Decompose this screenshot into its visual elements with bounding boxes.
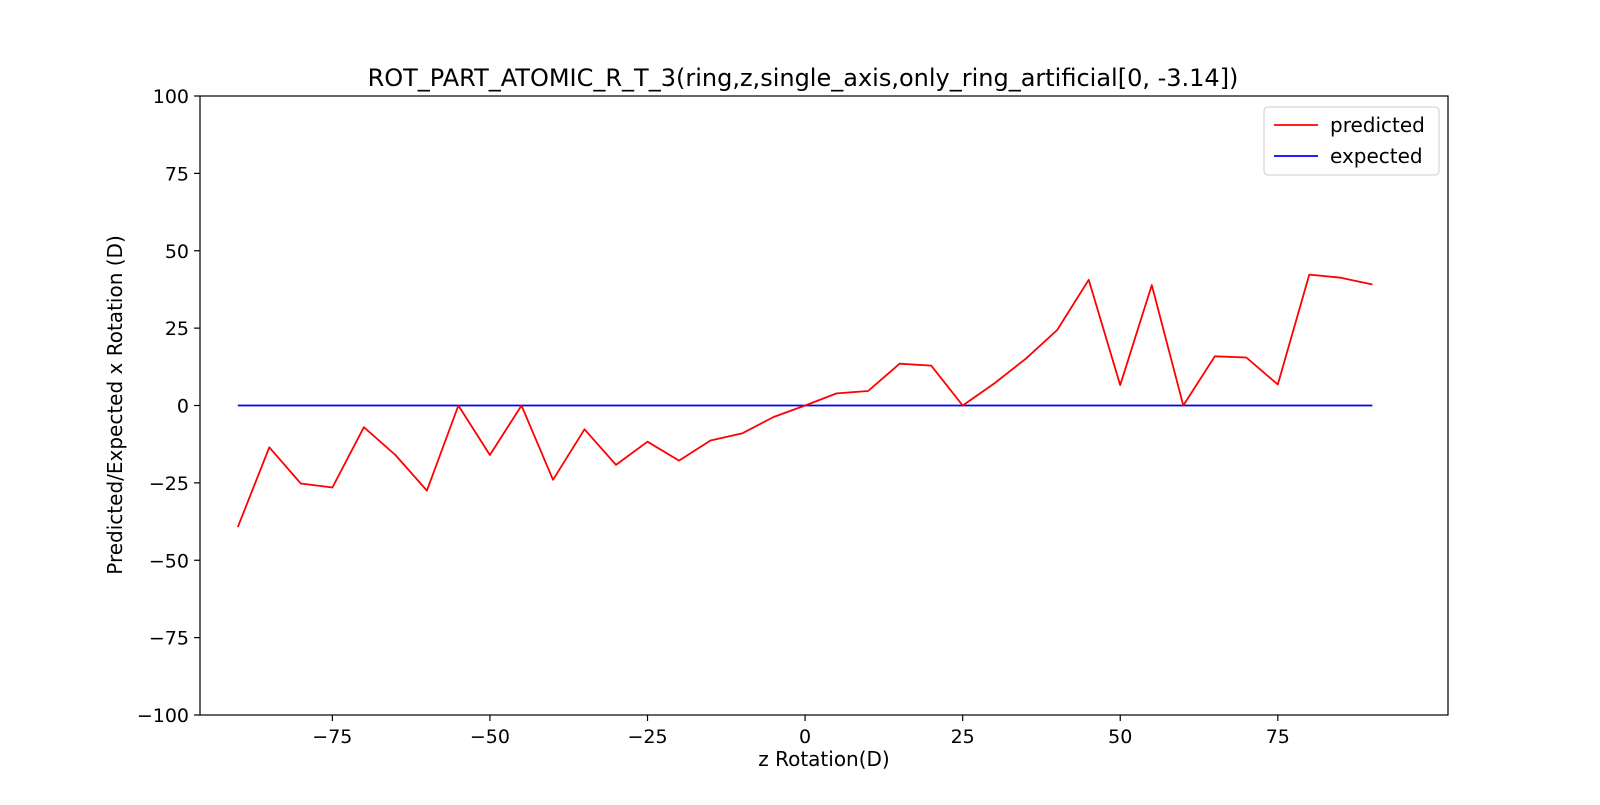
series-line-predicted (236, 273, 1373, 528)
x-tick-label: 0 (799, 726, 811, 748)
y-tick-label: 100 (153, 86, 189, 108)
x-tick-label: 75 (1266, 726, 1290, 748)
legend-box (1263, 106, 1440, 176)
y-axis-label: Predicted/Expected x Rotation (D) (103, 235, 127, 575)
chart-title: ROT_PART_ATOMIC_R_T_3(ring,z,single_axis… (368, 64, 1239, 92)
legend: predicted expected (1263, 106, 1440, 176)
x-tick-label: −25 (627, 726, 667, 748)
x-tick-label: −75 (312, 726, 352, 748)
series-layer (236, 273, 1373, 528)
x-axis-label: z Rotation(D) (758, 747, 890, 771)
legend-label-expected: expected (1330, 144, 1423, 168)
y-tick-label: 25 (165, 318, 189, 340)
x-tick-label: 50 (1108, 726, 1132, 748)
legend-label-predicted: predicted (1330, 113, 1425, 137)
x-axis: −75 −50 −25 0 25 50 75 (312, 715, 1290, 748)
y-tick-label: 75 (165, 163, 189, 185)
y-tick-label: −75 (149, 628, 189, 650)
x-tick-label: −50 (470, 726, 510, 748)
y-tick-label: 50 (165, 241, 189, 263)
y-tick-label: 0 (177, 396, 189, 418)
y-tick-label: −50 (149, 550, 189, 572)
y-tick-label: −25 (149, 473, 189, 495)
x-tick-label: 25 (951, 726, 975, 748)
y-tick-label: −100 (137, 705, 189, 727)
y-axis: 100 75 50 25 0 −25 −50 −75 −100 (137, 86, 200, 727)
